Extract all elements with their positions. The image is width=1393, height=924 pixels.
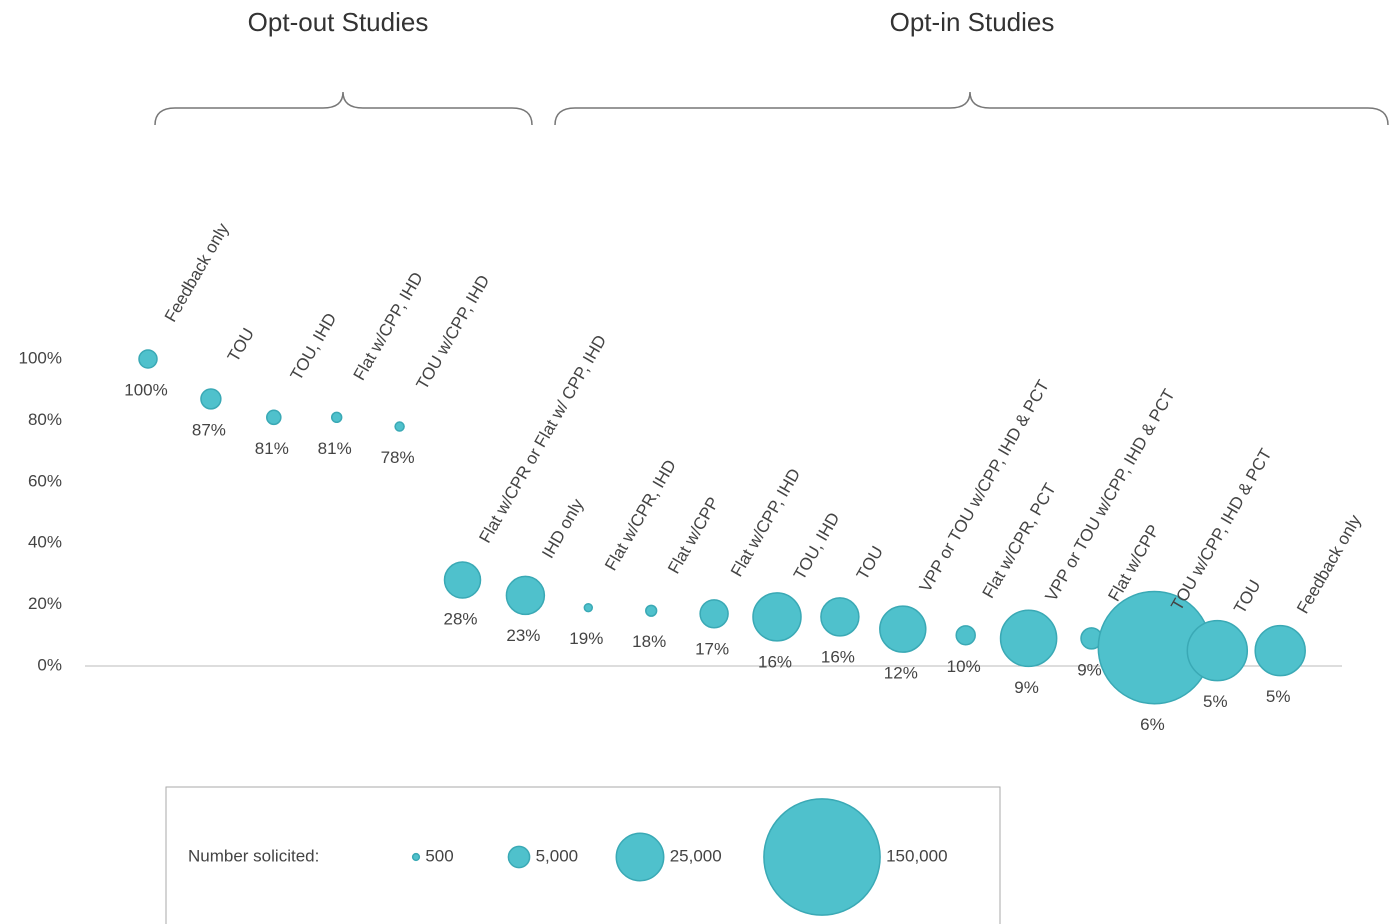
data-label: 9%	[1014, 678, 1039, 697]
data-label: 87%	[192, 420, 226, 439]
data-label: 5%	[1266, 687, 1291, 706]
group-bracket	[554, 91, 1389, 126]
category-label: Feedback only	[161, 220, 233, 326]
category-label: Flat w/CPP	[664, 494, 723, 577]
data-label: 17%	[695, 639, 729, 658]
category-label: Flat w/CPR, IHD	[601, 456, 680, 573]
bubble	[752, 592, 802, 642]
legend-label: 25,000	[670, 846, 722, 865]
data-label: 28%	[443, 610, 477, 629]
data-label: 18%	[632, 632, 666, 651]
category-label: TOU w/CPP, IHD	[412, 272, 493, 393]
data-label: 5%	[1203, 692, 1228, 711]
data-label: 81%	[318, 439, 352, 458]
data-label: 12%	[884, 664, 918, 683]
category-label: TOU	[1230, 577, 1264, 617]
category-label: TOU, IHD	[790, 509, 844, 583]
bubble	[645, 604, 658, 617]
data-label: 10%	[947, 657, 981, 676]
category-label: Flat w/CPP, IHD	[727, 465, 804, 580]
bubble	[999, 609, 1058, 668]
bubble	[505, 575, 546, 616]
bubble	[955, 625, 976, 646]
bubble	[266, 409, 282, 426]
data-label: 100%	[124, 380, 167, 399]
legend-label: 500	[425, 846, 453, 865]
y-tick-label: 0%	[37, 655, 62, 674]
bubble	[820, 597, 860, 637]
category-label: Flat w/CPR or Flat w/ CPP, IHD	[475, 332, 610, 547]
category-label: VPP or TOU w/CPP, IHD & PCT	[1041, 386, 1178, 605]
category-label: TOU, IHD	[287, 310, 341, 384]
bubble	[1186, 619, 1249, 682]
bubble	[1254, 624, 1306, 677]
y-tick-label: 20%	[28, 594, 62, 613]
data-label: 81%	[255, 439, 289, 458]
category-label: VPP or TOU w/CPP, IHD & PCT	[916, 377, 1053, 596]
group-bracket	[154, 91, 533, 126]
data-label: 78%	[381, 448, 415, 467]
category-label: IHD only	[538, 495, 587, 561]
y-tick-label: 40%	[28, 533, 62, 552]
bubble	[583, 602, 594, 613]
legend-box	[165, 786, 1001, 924]
y-tick-label: 100%	[19, 348, 62, 367]
data-label: 19%	[569, 629, 603, 648]
bubble	[200, 388, 222, 410]
category-label: Feedback only	[1293, 511, 1365, 617]
category-label: TOU	[853, 543, 887, 583]
bubble	[699, 599, 729, 629]
bubble	[394, 421, 405, 432]
legend-label: 5,000	[536, 846, 579, 865]
legend-bubble	[507, 845, 531, 869]
data-label: 23%	[506, 626, 540, 645]
legend-label: 150,000	[886, 846, 947, 865]
group-title: Opt-out Studies	[248, 7, 429, 37]
legend-bubble	[615, 832, 665, 882]
data-label: 16%	[821, 647, 855, 666]
y-tick-label: 60%	[28, 471, 62, 490]
bubble	[330, 411, 343, 424]
legend-bubble	[763, 798, 881, 916]
data-label: 16%	[758, 652, 792, 671]
bubble	[138, 349, 158, 369]
legend-title: Number solicited:	[188, 846, 319, 865]
bubble	[879, 605, 927, 653]
category-label: Flat w/CPP, IHD	[350, 269, 427, 384]
bubble	[443, 561, 482, 599]
category-label: TOU	[224, 325, 258, 365]
data-label: 6%	[1140, 715, 1165, 734]
y-tick-label: 80%	[28, 410, 62, 429]
group-title: Opt-in Studies	[890, 7, 1055, 37]
legend-bubble	[411, 852, 421, 862]
data-label: 9%	[1077, 660, 1102, 679]
